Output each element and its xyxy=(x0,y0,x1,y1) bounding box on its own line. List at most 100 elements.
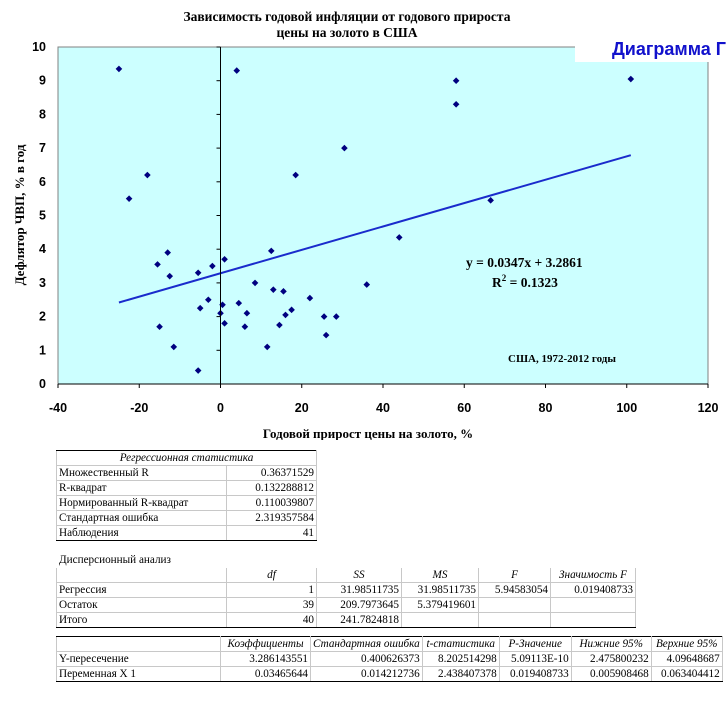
stat-value: 0.36371529 xyxy=(226,465,317,481)
stat-value: 41 xyxy=(226,525,317,541)
x-tick-label: 20 xyxy=(295,401,309,415)
data-point xyxy=(233,67,241,74)
data-point xyxy=(452,77,460,84)
data-point xyxy=(166,272,174,280)
coef-se: 0.014212736 xyxy=(310,666,423,682)
data-point xyxy=(276,321,283,329)
stat-value: 0.132288812 xyxy=(226,480,317,496)
data-point xyxy=(395,234,403,241)
data-point xyxy=(144,171,151,179)
data-point xyxy=(221,256,228,263)
y-tick-label: 3 xyxy=(39,276,46,290)
trendline xyxy=(118,154,632,304)
y-tick-label: 7 xyxy=(39,141,46,155)
data-point xyxy=(320,313,328,320)
stat-label: R-квадрат xyxy=(56,480,227,496)
coef-c: 3.286143551 xyxy=(220,651,311,667)
x-tick-label: -20 xyxy=(130,401,148,415)
data-point xyxy=(156,323,163,331)
data-point xyxy=(205,296,212,304)
data-point xyxy=(452,100,460,108)
coef-label: Переменная X 1 xyxy=(56,666,221,682)
stat-label: Нормированный R-квадрат xyxy=(56,495,227,511)
anova-sig xyxy=(550,612,636,628)
x-tick-label: 80 xyxy=(539,401,553,415)
data-point xyxy=(363,281,371,288)
x-tick-label: 100 xyxy=(616,401,637,415)
data-point xyxy=(292,171,299,179)
anova-header-ms: MS xyxy=(401,567,479,583)
y-tick-label: 8 xyxy=(39,107,46,121)
regression-stats-table: Регрессионная статистика Множественный R… xyxy=(56,450,723,541)
anova-f: 5.94583054 xyxy=(478,582,551,598)
data-point xyxy=(332,313,340,320)
anova-label: Остаток xyxy=(56,597,227,613)
data-point xyxy=(280,288,287,295)
y-tick-label: 9 xyxy=(39,74,46,88)
anova-label: Итого xyxy=(56,612,227,628)
data-point xyxy=(164,249,171,256)
x-tick-label: 60 xyxy=(457,401,471,415)
plot-area xyxy=(57,46,709,385)
x-axis-label: Годовой прирост цены на золото, % xyxy=(263,426,473,440)
data-point xyxy=(194,367,202,374)
coef-header-hi: Верхние 95% xyxy=(650,636,723,652)
coef-lo: 2.475800232 xyxy=(570,651,652,667)
data-point xyxy=(221,320,228,327)
r-squared-label: R2 = 0.1323 xyxy=(492,273,558,290)
data-point xyxy=(235,299,243,307)
y-tick-label: 2 xyxy=(39,310,46,324)
coef-header-t: t-статистика xyxy=(421,636,500,652)
scatter-chart: Зависимость годовой инфляции от годового… xyxy=(12,9,718,440)
coef-lo: 0.005908468 xyxy=(570,666,652,682)
coef-label: Y-пересечение xyxy=(56,651,221,667)
stat-label: Наблюдения xyxy=(56,525,227,541)
coef-header-c: Коэффициенты xyxy=(220,636,311,652)
coef-t: 8.202514298 xyxy=(421,651,500,667)
data-point xyxy=(243,309,251,317)
y-tick-label: 4 xyxy=(39,242,46,256)
data-point xyxy=(263,343,271,351)
coef-header-se: Стандартная ошибка xyxy=(310,636,423,652)
anova-header-df: df xyxy=(226,567,317,583)
anova-header-sig: Значимость F xyxy=(550,567,636,583)
y-tick-label: 1 xyxy=(39,343,46,357)
y-axis-label: Дефлятор ЧВП, % в год xyxy=(12,144,27,285)
coef-header-lo: Нижние 95% xyxy=(570,636,652,652)
y-tick-label: 10 xyxy=(32,40,46,54)
coefficients-table: Коэффициенты Стандартная ошибка t-статис… xyxy=(56,636,723,682)
anova-header-ss: SS xyxy=(316,567,402,583)
data-point xyxy=(288,306,295,314)
chart-title-line1: Зависимость годовой инфляции от годового… xyxy=(184,9,511,24)
data-point xyxy=(209,262,216,270)
coef-c: 0.03465644 xyxy=(220,666,311,682)
y-tick-label: 0 xyxy=(39,377,46,391)
y-tick-label: 6 xyxy=(39,175,46,189)
data-point xyxy=(170,343,178,351)
anova-label: Регрессия xyxy=(56,582,227,598)
data-point xyxy=(241,323,249,331)
anova-ss: 209.7973645 xyxy=(316,597,402,613)
data-point xyxy=(282,311,289,319)
regression-equation: y = 0.0347x + 3.2861 xyxy=(466,255,583,270)
anova-df: 39 xyxy=(226,597,317,613)
anova-df: 40 xyxy=(226,612,317,628)
stat-label: Стандартная ошибка xyxy=(56,510,227,526)
anova-table: Дисперсионный анализ df SS MS F Значимость F… xyxy=(56,552,636,628)
coef-hi: 0.063404412 xyxy=(650,666,723,682)
data-point xyxy=(322,331,330,339)
anova-ss: 31.98511735 xyxy=(316,582,402,598)
x-tick-label: 0 xyxy=(217,401,224,415)
chart-title-line2: цены на золото в США xyxy=(277,25,418,40)
coef-hi: 4.09648687 xyxy=(650,651,723,667)
anova-sig: 0.019408733 xyxy=(550,582,636,598)
data-point xyxy=(125,195,133,202)
stat-value: 2.319357584 xyxy=(226,510,317,526)
data-point xyxy=(115,65,123,73)
data-point xyxy=(251,279,259,287)
coef-p: 5.09113E-10 xyxy=(498,651,572,667)
anova-f xyxy=(478,597,551,613)
anova-f xyxy=(478,612,551,628)
x-tick-label: -40 xyxy=(49,401,67,415)
anova-ms: 5.379419601 xyxy=(401,597,479,613)
